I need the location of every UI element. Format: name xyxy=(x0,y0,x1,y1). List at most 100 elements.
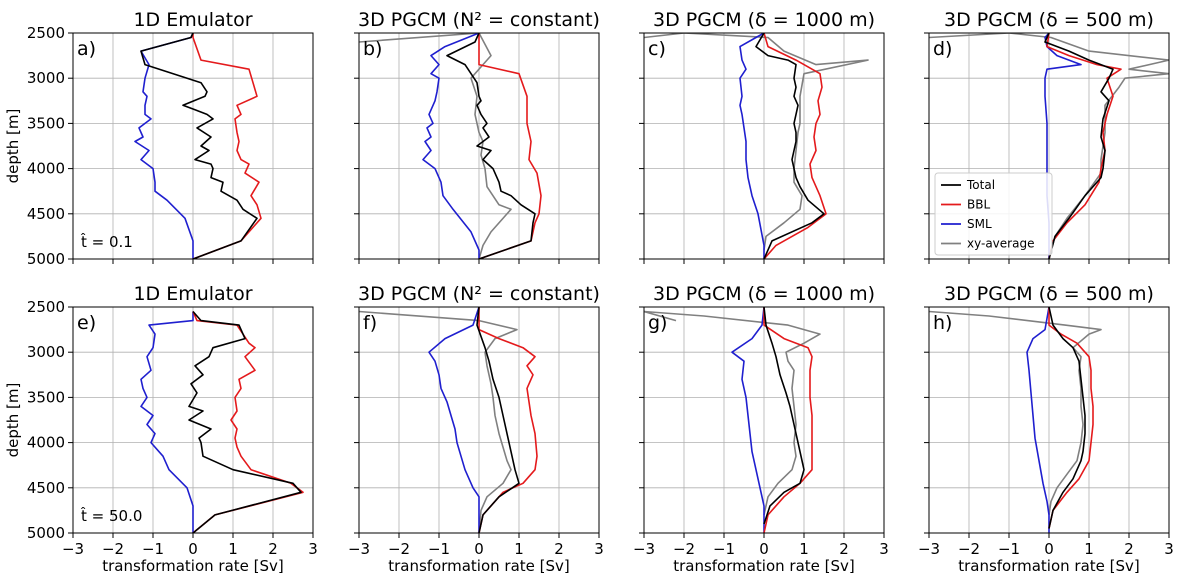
x-tick-label: 1 xyxy=(1084,540,1094,558)
x-tick-label: 1 xyxy=(228,540,238,558)
series-line-total xyxy=(1048,307,1086,529)
panel-tag: b) xyxy=(363,38,382,60)
x-tick-label: 0 xyxy=(474,540,484,558)
y-tick-label: 3000 xyxy=(27,69,65,87)
series-line-bbl xyxy=(763,307,813,533)
x-tick-label: −3 xyxy=(62,540,84,558)
series-line-total xyxy=(140,33,258,259)
series-line-sml xyxy=(428,307,480,533)
x-tick-label: −3 xyxy=(348,540,370,558)
series-line-sml xyxy=(140,311,194,533)
legend-entry: BBL xyxy=(967,198,990,212)
series-line-total xyxy=(446,33,536,259)
x-tick-label: 3 xyxy=(308,540,318,558)
legend-entry: SML xyxy=(967,217,992,231)
y-tick-label: 3500 xyxy=(27,114,65,132)
y-tick-label: 2500 xyxy=(27,24,65,42)
y-tick-label: 2500 xyxy=(27,298,65,316)
panel-title: 3D PGCM (δ = 1000 m) xyxy=(653,283,875,305)
panel-tag: g) xyxy=(648,312,667,334)
x-tick-label: −1 xyxy=(428,540,450,558)
panel-title: 3D PGCM (δ = 500 m) xyxy=(944,283,1154,305)
y-tick-label: 4000 xyxy=(27,434,65,452)
x-tick-label: −1 xyxy=(142,540,164,558)
series-line-xy-average xyxy=(929,310,1102,516)
y-axis-label: depth [m] xyxy=(4,109,22,184)
panel-title: 3D PGCM (N² = constant) xyxy=(358,9,600,31)
panel-title: 1D Emulator xyxy=(133,283,252,305)
series-line-total xyxy=(476,307,520,533)
panel-b: 3D PGCM (N² = constant) b) xyxy=(354,9,600,264)
time-annotation: t̂ = 50.0 xyxy=(81,506,143,525)
series-line-sml xyxy=(134,33,194,259)
y-tick-label: 4500 xyxy=(27,205,65,223)
x-tick-label: −2 xyxy=(958,540,980,558)
series-line-total xyxy=(188,310,302,533)
x-tick-label: 3 xyxy=(879,540,889,558)
x-tick-label: 2 xyxy=(839,540,849,558)
legend-entry: Total xyxy=(966,178,995,192)
x-tick-label: 2 xyxy=(554,540,564,558)
x-tick-label: −3 xyxy=(633,540,655,558)
x-tick-label: 0 xyxy=(1044,540,1054,558)
y-tick-label: 3000 xyxy=(27,343,65,361)
series-line-xy-average xyxy=(644,33,869,251)
x-tick-label: 3 xyxy=(1164,540,1174,558)
panel-tag: a) xyxy=(77,38,96,60)
y-tick-label: 5000 xyxy=(27,524,65,542)
series-line-total xyxy=(755,33,825,259)
x-tick-label: −1 xyxy=(713,540,735,558)
series-line-bbl xyxy=(192,33,262,259)
panel-d: 3D PGCM (δ = 500 m) d) Total BBL SML xy-avera… xyxy=(924,9,1170,264)
x-tick-label: 0 xyxy=(188,540,198,558)
panel-h: −3 −2 −1 0 1 2 3 3D PGCM (δ = 500 m) h) transform… xyxy=(918,283,1174,575)
series-line-xy-average xyxy=(644,310,821,516)
series-line-bbl xyxy=(1046,33,1122,259)
x-axis-label: transformation rate [Sv] xyxy=(673,557,855,575)
panel-title: 3D PGCM (δ = 1000 m) xyxy=(653,9,875,31)
y-tick-label: 4000 xyxy=(27,160,65,178)
panel-f: −3 −2 −1 0 1 2 3 3D PGCM (N² = constant) f) trans… xyxy=(348,283,604,575)
y-tick-label: 3500 xyxy=(27,388,65,406)
series-line-xy-average xyxy=(359,310,518,533)
y-tick-label: 4500 xyxy=(27,479,65,497)
x-tick-label: 2 xyxy=(1124,540,1134,558)
y-axis-label: depth [m] xyxy=(4,383,22,458)
panel-c: 3D PGCM (δ = 1000 m) c) xyxy=(639,9,885,264)
series-line-total xyxy=(1044,33,1114,259)
panel-a: 2500 3000 3500 4000 4500 5000 1D Emulator a) dep… xyxy=(4,9,314,268)
x-tick-label: −2 xyxy=(388,540,410,558)
panel-title: 3D PGCM (δ = 500 m) xyxy=(944,9,1154,31)
x-tick-label: 3 xyxy=(594,540,604,558)
x-tick-label: 0 xyxy=(759,540,769,558)
x-axis-label: transformation rate [Sv] xyxy=(102,557,284,575)
series-line-bbl xyxy=(1048,307,1094,529)
series-line-total xyxy=(763,307,805,525)
panel-e: −3 −2 −1 0 1 2 3 2500 3000 3500 4000 4500 5000 1D Emu… xyxy=(4,283,318,575)
panel-title: 1D Emulator xyxy=(133,9,252,31)
x-tick-label: 1 xyxy=(799,540,809,558)
panel-title: 3D PGCM (N² = constant) xyxy=(358,283,600,305)
legend-entry: xy-average xyxy=(967,237,1034,251)
panel-tag: c) xyxy=(648,38,666,60)
series-line-sml xyxy=(731,307,765,533)
series-line-sml xyxy=(739,33,765,259)
x-tick-label: 1 xyxy=(514,540,524,558)
panel-tag: f) xyxy=(363,312,377,334)
y-tick-label: 5000 xyxy=(27,250,65,268)
time-annotation: t̂ = 0.1 xyxy=(81,232,133,251)
x-tick-label: −1 xyxy=(998,540,1020,558)
panel-tag: e) xyxy=(77,312,96,334)
series-line-bbl xyxy=(763,33,827,259)
panel-tag: d) xyxy=(933,38,952,60)
x-axis-label: transformation rate [Sv] xyxy=(388,557,570,575)
series-line-bbl xyxy=(478,307,538,533)
x-tick-label: 2 xyxy=(268,540,278,558)
legend: Total BBL SML xy-average xyxy=(934,172,1053,256)
panel-tag: h) xyxy=(933,312,952,334)
series-line-bbl xyxy=(192,311,304,533)
x-axis-label: transformation rate [Sv] xyxy=(958,557,1140,575)
legend-box xyxy=(934,172,1053,256)
series-line-sml xyxy=(422,33,480,259)
